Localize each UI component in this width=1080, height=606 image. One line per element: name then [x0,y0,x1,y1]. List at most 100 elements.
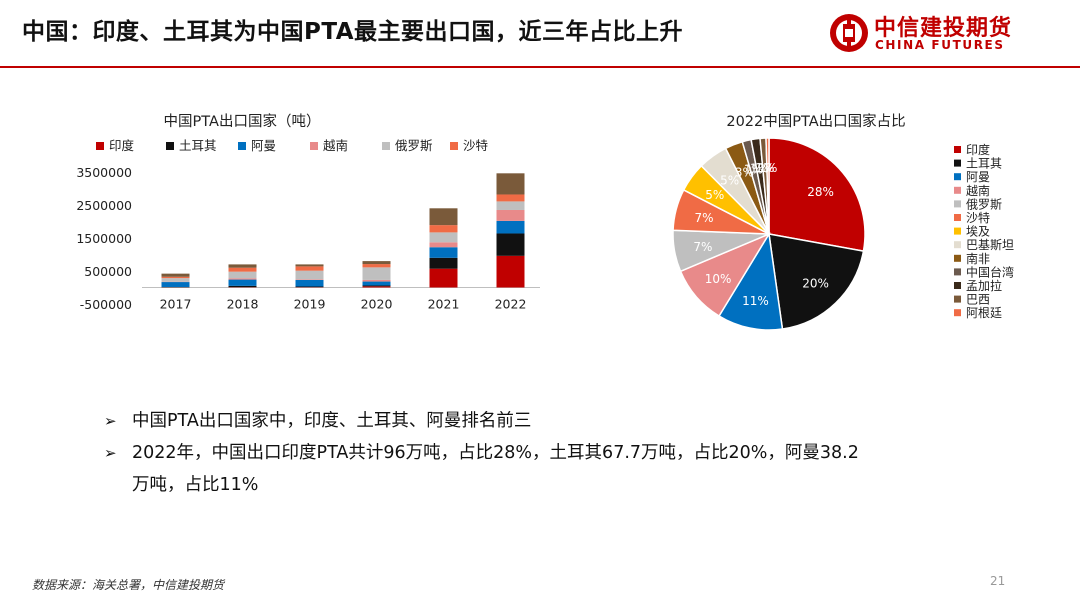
legend-label: 印度 [966,142,990,157]
legend-label: 俄罗斯 [395,138,433,153]
data-source-note: 数据来源：海关总署，中信建投期货 [32,578,225,592]
legend-label: 中国台湾 [966,264,1014,279]
legend-swatch [382,142,390,150]
y-tick-label: 3500000 [76,165,132,180]
legend-swatch [450,142,458,150]
brand: 中信建投期货 CHINA FUTURES [828,10,1068,56]
bar-segment [429,208,458,226]
legend-label: 孟加拉 [966,278,1002,293]
bar-segment [429,225,458,233]
slide-title: 中国：印度、土耳其为中国PTA最主要出口国，近三年占比上升 [22,19,684,45]
bar-segment [295,286,324,288]
bar-segment [429,232,458,243]
legend-swatch [96,142,104,150]
legend-label: 土耳其 [179,138,217,153]
bullet-item: ➢ 2022年，中国出口印度PTA共计96万吨，占比28%，土耳其67.7万吨，… [104,437,1004,469]
bar-segment [429,268,458,288]
bullet-item: ➢ 中国PTA出口国家中，印度、土耳其、阿曼排名前三 [104,405,1004,437]
legend-swatch [954,227,961,235]
bar-segment [228,278,257,280]
legend-swatch [954,186,961,194]
bar-segment [161,273,190,277]
legend-label: 俄罗斯 [966,197,1002,211]
bar-segment [228,267,257,272]
bar-segment [295,279,324,280]
legend-swatch [954,173,961,181]
legend-label: 阿曼 [251,138,276,153]
header-divider [0,66,1080,68]
bar-segment [362,281,391,286]
pie-data-label: 1% [744,163,763,177]
y-tick-label: 2500000 [76,198,132,213]
bar-segment [295,266,324,271]
x-tick-label: 2017 [160,297,192,312]
y-tick-label: 500000 [84,264,132,279]
brand-name-cn: 中信建投期货 [874,16,1013,41]
bullet-text: 万吨，占比11% [132,475,259,495]
bar-segment [362,267,391,280]
legend-label: 阿根廷 [966,306,1002,320]
pie-data-label: 5% [705,188,724,202]
pie-slice [768,233,865,330]
chart-title: 2022中国PTA出口国家占比 [726,113,905,130]
legend-swatch [954,214,961,221]
slide-header: 中国：印度、土耳其为中国PTA最主要出口国，近三年占比上升 中信建投期货 CHI… [0,0,1080,66]
pie-slice [765,137,770,235]
pie-chart: 2022中国PTA出口国家占比28%20%11%10%7%7%5%5%3%1%1… [672,113,1014,331]
legend-swatch [954,309,961,317]
bar-segment [228,279,257,286]
legend-label: 巴基斯坦 [966,238,1014,252]
bar-segment [496,233,525,256]
bar-segment [295,264,324,267]
bullet-continuation: 万吨，占比11% [104,469,1004,501]
bar-segment [362,286,391,288]
pie-slice [718,231,784,331]
x-tick-label: 2019 [294,297,326,312]
bullet-list: ➢ 中国PTA出口国家中，印度、土耳其、阿曼排名前三 ➢ 2022年，中国出口印… [104,405,1004,501]
y-tick-label: -500000 [80,297,132,312]
pie-data-label: 1% [755,161,774,175]
bar-segment [161,276,190,279]
citic-logo-icon [830,14,868,52]
bar-segment [429,257,458,269]
bar-segment [496,194,525,202]
bar-segment [496,209,525,221]
pie-data-label: 20% [802,276,829,290]
legend-swatch [310,142,318,150]
legend-label: 埃及 [966,225,990,239]
x-tick-label: 2022 [495,297,527,312]
pie-data-label: 7% [694,211,713,225]
bar-segment [295,279,324,287]
bar-segment [496,173,525,195]
pie-data-label: 7% [693,240,712,254]
pie-data-label: 28% [807,185,834,199]
bar-segment [228,264,257,268]
legend-label: 阿曼 [966,170,990,184]
bar-segment [496,220,525,234]
legend-label: 南非 [966,251,990,266]
x-tick-label: 2020 [361,297,393,312]
legend-swatch [954,159,961,167]
legend-swatch [954,200,961,208]
legend-label: 越南 [323,138,348,153]
legend-swatch [954,268,961,276]
legend-label: 沙特 [463,138,488,153]
pie-data-label: 5% [720,174,739,188]
legend-label: 巴西 [966,293,990,307]
bar-segment [161,278,190,282]
legend-label: 沙特 [966,210,990,225]
pie-data-label: 11% [742,294,769,308]
y-tick-label: 1500000 [76,231,132,246]
brand-name-en: CHINA FUTURES [875,38,1005,52]
pie-data-label: 10% [705,272,732,286]
bar-segment [429,242,458,248]
bar-segment [496,201,525,210]
pie-slice [768,137,866,253]
bar-segment [228,271,257,279]
page-number: 21 [990,574,1006,588]
pie-data-label: 1% [758,161,777,175]
bar-segment [228,285,257,288]
legend-label: 土耳其 [966,157,1002,171]
bar-segment [362,279,391,282]
bar-segment [362,285,391,287]
